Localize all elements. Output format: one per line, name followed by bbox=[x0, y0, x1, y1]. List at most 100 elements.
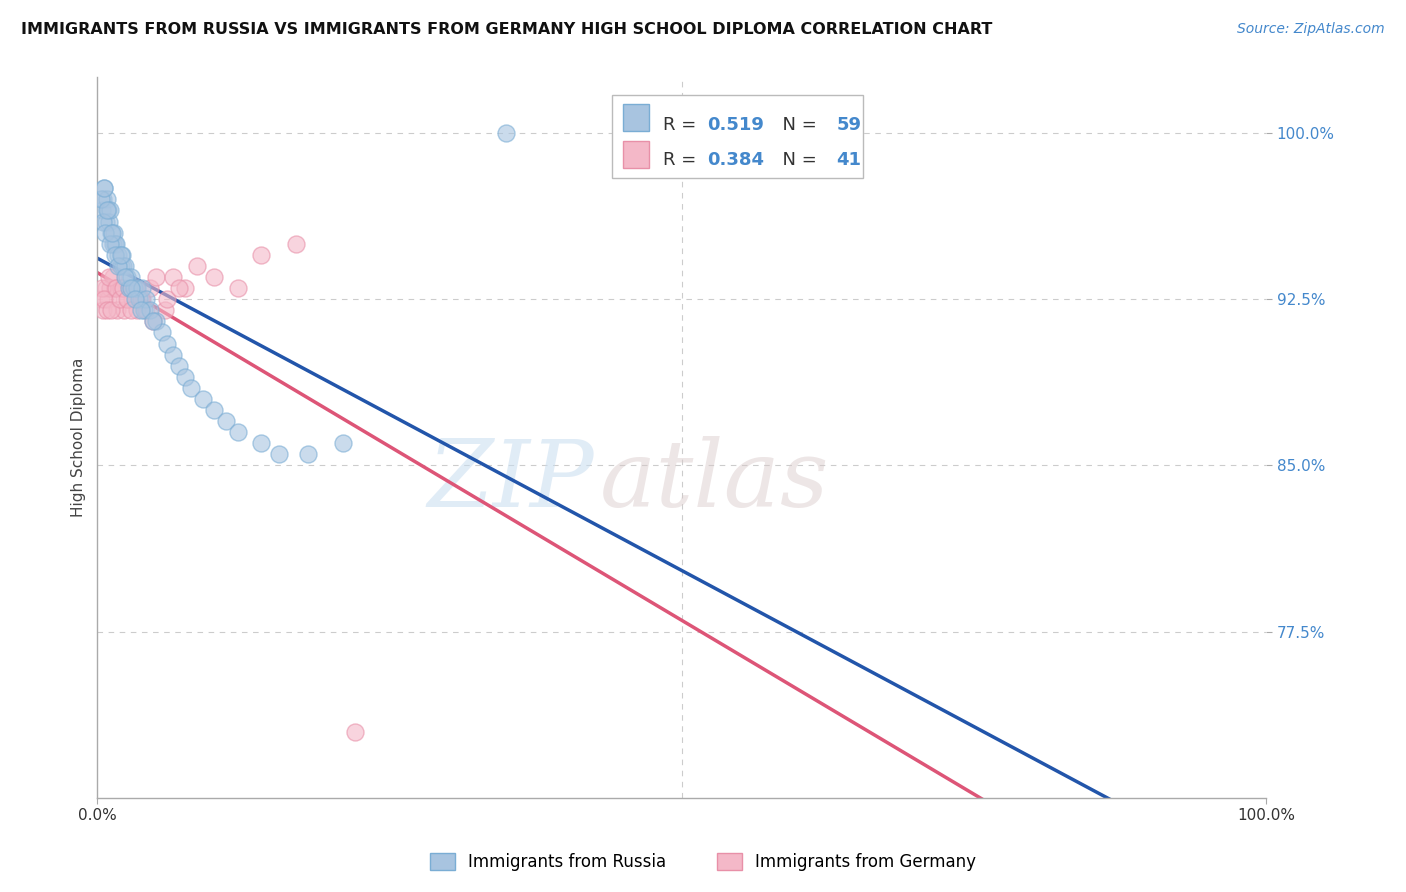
Point bbox=[132, 303, 155, 318]
Point bbox=[139, 281, 162, 295]
Point bbox=[114, 270, 136, 285]
Point bbox=[91, 203, 114, 218]
Point bbox=[121, 292, 143, 306]
Point bbox=[115, 292, 138, 306]
Point bbox=[90, 292, 112, 306]
Text: 0.519: 0.519 bbox=[707, 116, 765, 135]
Text: 41: 41 bbox=[837, 151, 860, 169]
Point bbox=[127, 303, 149, 318]
Point bbox=[100, 226, 122, 240]
Point bbox=[285, 236, 308, 251]
Point bbox=[114, 259, 136, 273]
Point bbox=[129, 303, 152, 318]
Point bbox=[191, 392, 214, 406]
Point bbox=[98, 270, 121, 285]
Point bbox=[120, 281, 142, 295]
Text: 0.384: 0.384 bbox=[707, 151, 765, 169]
Point bbox=[139, 303, 162, 318]
Point bbox=[91, 214, 114, 228]
Point bbox=[167, 281, 190, 295]
Y-axis label: High School Diploma: High School Diploma bbox=[72, 358, 86, 517]
Point bbox=[98, 281, 121, 295]
Point bbox=[112, 281, 135, 295]
Point bbox=[250, 436, 273, 450]
Point bbox=[91, 281, 114, 295]
Point bbox=[156, 336, 179, 351]
Point bbox=[115, 270, 138, 285]
Text: atlas: atlas bbox=[600, 436, 830, 526]
Point bbox=[112, 303, 135, 318]
Text: R =: R = bbox=[664, 116, 702, 135]
Point bbox=[91, 303, 114, 318]
Point bbox=[297, 447, 319, 461]
Point bbox=[118, 281, 141, 295]
Point bbox=[186, 259, 208, 273]
Point bbox=[343, 724, 366, 739]
Point bbox=[124, 292, 146, 306]
Point bbox=[94, 281, 117, 295]
Point bbox=[142, 314, 165, 328]
FancyBboxPatch shape bbox=[612, 95, 863, 178]
Point bbox=[110, 259, 132, 273]
Point bbox=[131, 281, 153, 295]
Point bbox=[174, 281, 197, 295]
Point bbox=[94, 214, 117, 228]
Text: N =: N = bbox=[770, 116, 823, 135]
Point bbox=[93, 181, 115, 195]
Point bbox=[104, 236, 127, 251]
Point bbox=[110, 248, 132, 262]
Point bbox=[202, 403, 225, 417]
Point bbox=[215, 414, 238, 428]
Point bbox=[100, 303, 122, 318]
Point bbox=[131, 292, 153, 306]
Point bbox=[105, 281, 128, 295]
Text: ZIP: ZIP bbox=[427, 436, 595, 526]
Point bbox=[120, 303, 142, 318]
Point bbox=[167, 359, 190, 373]
Point bbox=[150, 326, 173, 340]
Point bbox=[107, 248, 129, 262]
Point bbox=[98, 214, 121, 228]
FancyBboxPatch shape bbox=[623, 141, 650, 169]
Point bbox=[98, 236, 121, 251]
FancyBboxPatch shape bbox=[623, 103, 650, 131]
Point bbox=[117, 292, 139, 306]
Point bbox=[96, 193, 118, 207]
Point bbox=[129, 292, 152, 306]
Point bbox=[495, 126, 517, 140]
Point bbox=[127, 281, 149, 295]
Text: 59: 59 bbox=[837, 116, 860, 135]
Point bbox=[250, 248, 273, 262]
Point bbox=[105, 236, 128, 251]
Point bbox=[101, 226, 124, 240]
Point bbox=[174, 369, 197, 384]
Point bbox=[105, 303, 128, 318]
Point bbox=[103, 226, 125, 240]
Text: R =: R = bbox=[664, 151, 702, 169]
Point bbox=[97, 292, 120, 306]
Point bbox=[145, 314, 167, 328]
Point bbox=[111, 248, 134, 262]
Legend: Immigrants from Russia, Immigrants from Germany: Immigrants from Russia, Immigrants from … bbox=[422, 845, 984, 880]
Point bbox=[267, 447, 290, 461]
Point bbox=[104, 281, 127, 295]
Point bbox=[91, 193, 114, 207]
Text: IMMIGRANTS FROM RUSSIA VS IMMIGRANTS FROM GERMANY HIGH SCHOOL DIPLOMA CORRELATIO: IMMIGRANTS FROM RUSSIA VS IMMIGRANTS FRO… bbox=[21, 22, 993, 37]
Text: N =: N = bbox=[770, 151, 823, 169]
Point bbox=[101, 236, 124, 251]
Point bbox=[97, 203, 120, 218]
Point bbox=[110, 281, 132, 295]
Point bbox=[162, 348, 184, 362]
Text: Source: ZipAtlas.com: Source: ZipAtlas.com bbox=[1237, 22, 1385, 37]
Point bbox=[96, 303, 118, 318]
Point bbox=[135, 292, 157, 306]
Point bbox=[226, 425, 249, 440]
Point bbox=[180, 381, 202, 395]
Point bbox=[93, 292, 115, 306]
Point bbox=[145, 270, 167, 285]
Point bbox=[98, 203, 121, 218]
Point bbox=[104, 248, 127, 262]
Point bbox=[135, 303, 157, 318]
Point bbox=[101, 270, 124, 285]
Point bbox=[93, 181, 115, 195]
